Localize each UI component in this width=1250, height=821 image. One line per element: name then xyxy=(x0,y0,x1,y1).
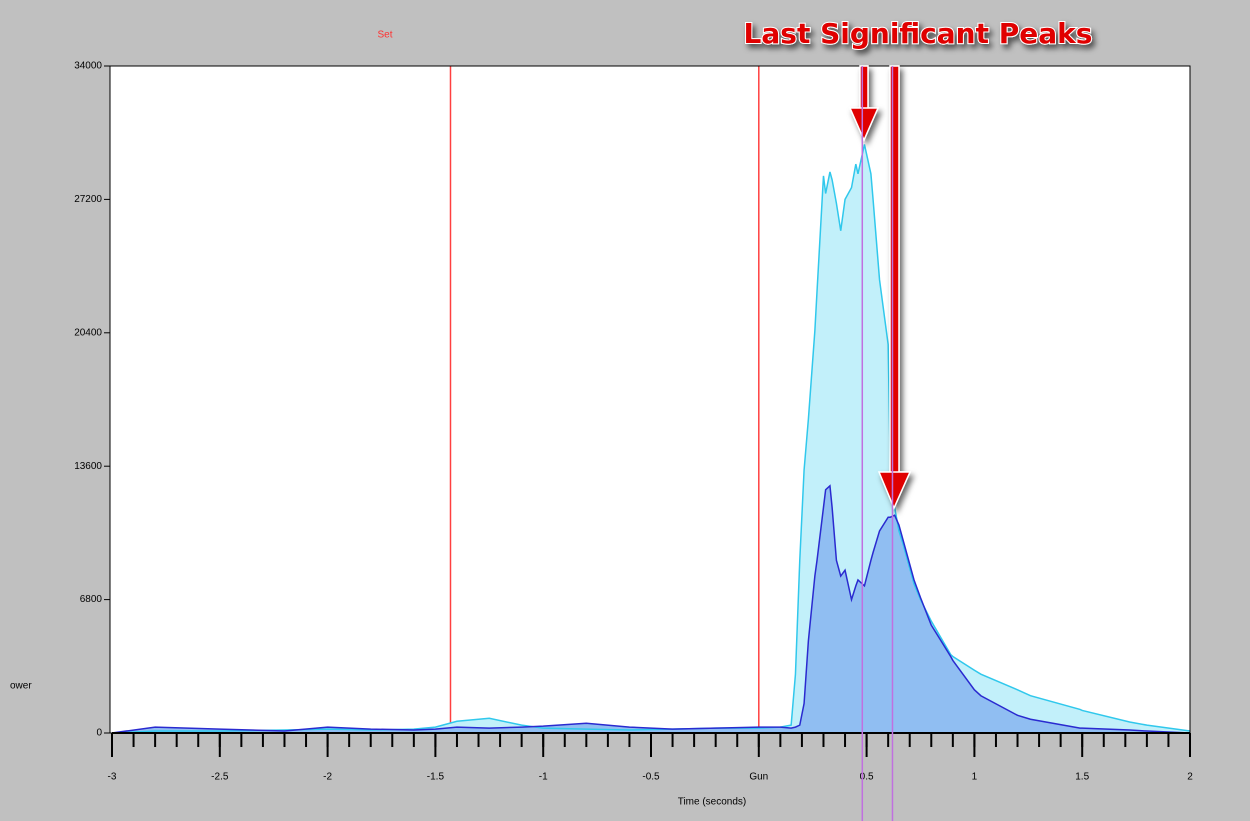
x-axis-label: Time (seconds) xyxy=(678,797,747,808)
y-tick-label: 20400 xyxy=(74,327,102,338)
x-tick-label: 2 xyxy=(1187,772,1193,783)
arrow-head xyxy=(877,471,912,510)
arrow-head xyxy=(848,107,880,142)
y-tick-label: 27200 xyxy=(74,194,102,205)
y-tick-label: 0 xyxy=(96,728,102,739)
y-tick-label: 6800 xyxy=(80,594,103,605)
x-tick-label: -2 xyxy=(323,772,332,783)
plot xyxy=(111,66,1191,734)
y-axis-label: ower xyxy=(10,681,32,692)
annotation: Last Significant Peaks xyxy=(744,17,1093,50)
line xyxy=(111,484,1191,734)
x-tick-label: -2.5 xyxy=(211,772,229,783)
x-tick-label: 1.5 xyxy=(1075,772,1089,783)
x-tick-label: -3 xyxy=(108,772,117,783)
set-label: Set xyxy=(377,30,392,41)
x-tick-label: -1 xyxy=(539,772,548,783)
plot-area xyxy=(110,66,1190,733)
x-tick-label: Gun xyxy=(749,772,768,783)
arrow-shaft xyxy=(889,65,900,475)
annotation-arrows: Last Significant Peaks xyxy=(743,16,1093,510)
y-tick-label: 34000 xyxy=(74,61,102,72)
x-tick-label: -0.5 xyxy=(642,772,660,783)
arrow-shaft xyxy=(859,65,869,112)
x-tick-label: 1 xyxy=(972,772,978,783)
area xyxy=(112,485,1190,733)
line xyxy=(111,144,1191,734)
x-tick-label: 0.5 xyxy=(860,772,874,783)
x-tick-label: -1.5 xyxy=(427,772,445,783)
y-tick-label: 13600 xyxy=(74,461,102,472)
